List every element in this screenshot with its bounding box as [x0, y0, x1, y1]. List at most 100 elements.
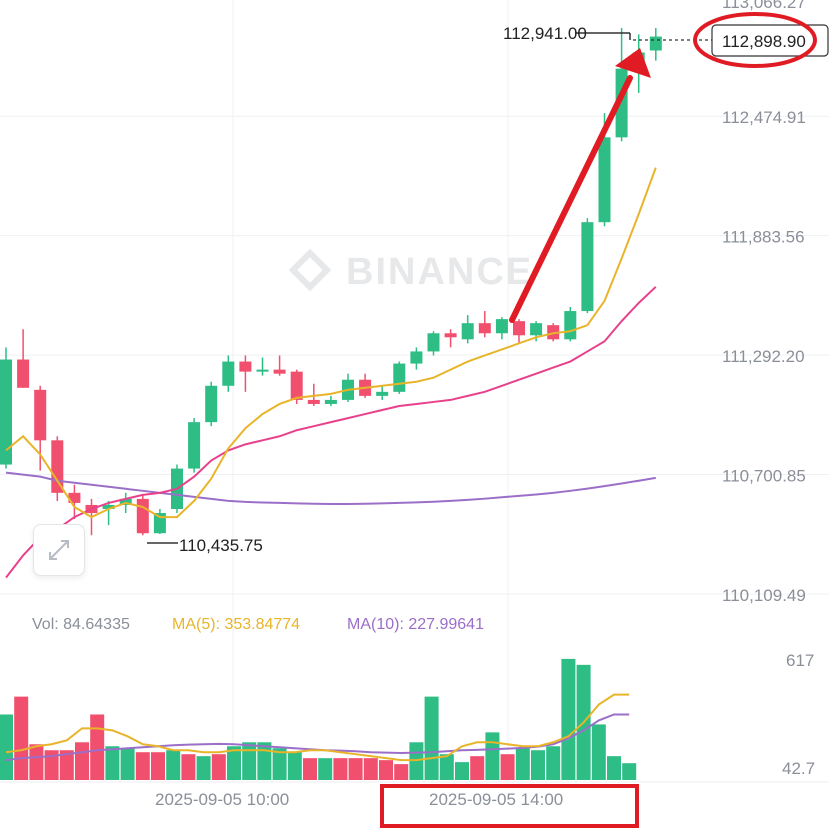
volume-bar — [394, 764, 409, 780]
candle-body — [273, 369, 286, 374]
ma-short-line — [5, 167, 657, 519]
volume-axis-tick-top: 617 — [786, 651, 814, 670]
annotation-arrow-shaft — [509, 75, 633, 323]
candle-body — [410, 351, 423, 364]
annotation-time-box — [380, 784, 639, 828]
volume-bar — [470, 756, 485, 780]
volume-bar — [287, 752, 302, 780]
candle-body — [513, 321, 525, 336]
volume-bar — [500, 754, 515, 780]
volume-label: Vol: 84.64335 — [32, 616, 130, 633]
candle-body — [239, 361, 252, 372]
volume-bars — [0, 658, 637, 780]
candle-body — [324, 399, 337, 404]
price-grid — [0, 0, 829, 782]
moving-average-lines — [5, 167, 657, 579]
volume-bar — [227, 746, 241, 780]
candle-body — [68, 492, 81, 503]
volume-bar — [166, 750, 181, 780]
candle-body — [649, 36, 662, 51]
volume-bar — [29, 744, 44, 780]
y-axis-tick-label: 111,292.20 — [722, 347, 805, 366]
candle-body — [598, 137, 611, 223]
volume-bar — [561, 658, 576, 780]
volume-bar — [531, 750, 545, 780]
candle-body — [102, 504, 115, 509]
y-axis-tick-top: 113,066.27 — [722, 0, 806, 12]
candle-body — [478, 323, 491, 334]
volume-bar — [303, 758, 317, 780]
candle-body — [205, 385, 218, 423]
y-axis-tick-label: 112,474.91 — [722, 108, 806, 127]
volume-bar — [196, 756, 211, 780]
candles — [0, 28, 662, 536]
volume-ma10-label: MA(10): 227.99641 — [347, 616, 484, 633]
low-price-label: 110,435.75 — [179, 536, 263, 555]
volume-bar — [0, 714, 13, 780]
candle-body — [495, 319, 508, 334]
volume-bar — [90, 714, 105, 780]
volume-bar — [75, 742, 89, 780]
candle-body — [256, 369, 269, 372]
y-axis-tick-label: 111,883.56 — [722, 228, 805, 247]
high-price-label: 112,941.00 — [503, 24, 587, 43]
y-axis-tick-label: 110,109.49 — [722, 586, 806, 605]
volume-bar — [59, 750, 74, 780]
volume-bar — [607, 756, 621, 780]
binance-logo-icon — [288, 248, 332, 292]
volume-bar — [439, 754, 454, 780]
volume-ma-lines — [5, 693, 630, 762]
candle-body — [0, 359, 12, 465]
volume-bar — [151, 752, 165, 780]
volume-axis-tick-bottom: 42.7 — [782, 759, 815, 778]
volume-bar — [622, 763, 637, 780]
binance-watermark: BINANCE — [346, 251, 533, 293]
candle-body — [34, 389, 47, 441]
volume-bar — [105, 746, 120, 780]
volume-bar — [257, 742, 272, 780]
expand-chart-button[interactable] — [33, 524, 85, 576]
volume-bar — [348, 758, 363, 780]
volume-bar — [333, 758, 348, 780]
volume-bar — [211, 754, 226, 780]
current-price-box — [711, 24, 829, 57]
candle-body — [444, 333, 457, 338]
volume-bar — [515, 748, 530, 780]
candle-body — [461, 323, 474, 340]
candle-body — [307, 399, 320, 404]
candle-body — [547, 325, 560, 340]
candle-body — [188, 422, 201, 469]
candle-body — [393, 363, 406, 392]
candle-body — [136, 498, 149, 534]
candle-body — [153, 513, 166, 534]
candle-body — [17, 359, 30, 388]
volume-bar — [363, 758, 378, 780]
volume-bar — [120, 748, 135, 780]
annotation-arrow-head — [615, 48, 651, 78]
volume-bar — [135, 752, 150, 780]
volume-bar — [318, 758, 333, 780]
y-axis-ticks: 112,474.91 111,883.56 111,292.20 110,700.85… — [722, 108, 806, 605]
volume-bar — [14, 696, 29, 780]
annotation-circle — [693, 12, 817, 68]
time-label-1400: 2025-09-05 14:00 — [429, 790, 563, 809]
candle-body — [290, 371, 303, 400]
volume-bar — [181, 754, 196, 780]
candle-body — [564, 311, 577, 340]
volume-bar — [485, 732, 500, 780]
volume-ma5-label: MA(5): 353.84774 — [172, 616, 300, 633]
candle-body — [376, 391, 389, 396]
volume-bar — [272, 748, 287, 780]
volume-bar — [242, 742, 257, 780]
ma-mid-line — [5, 286, 657, 579]
candle-body — [530, 323, 543, 336]
candle-body — [581, 222, 594, 312]
volume-ma5-line — [5, 693, 630, 762]
ma-long-line — [5, 471, 656, 505]
volume-bar — [379, 760, 393, 780]
expand-diagonal-icon — [49, 540, 69, 560]
y-axis-tick-label: 110,700.85 — [722, 467, 806, 486]
candle-body — [222, 361, 235, 386]
volume-bar — [44, 750, 59, 780]
